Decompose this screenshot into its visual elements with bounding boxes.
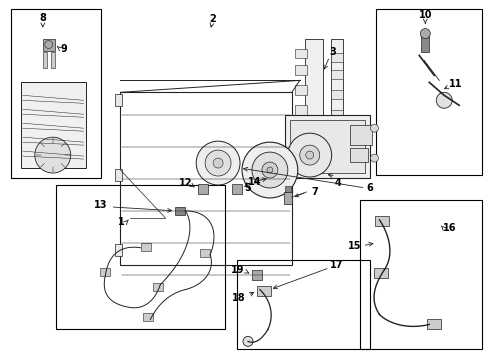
Text: 11: 11	[448, 79, 462, 89]
Bar	[198, 184, 208, 194]
Circle shape	[287, 133, 331, 177]
Bar	[285, 115, 369, 178]
Text: 4: 4	[334, 178, 340, 188]
Circle shape	[370, 154, 378, 162]
Bar	[51, 53, 55, 68]
Bar	[294, 85, 306, 95]
Text: 5: 5	[244, 183, 251, 193]
Bar	[375, 216, 388, 226]
Bar	[237, 260, 369, 349]
Text: 3: 3	[329, 48, 336, 58]
Bar	[42, 39, 55, 50]
Bar	[294, 66, 306, 75]
Bar	[294, 105, 306, 115]
Text: 14: 14	[247, 177, 261, 187]
Bar	[330, 110, 342, 119]
Bar	[175, 207, 185, 215]
Bar	[349, 125, 371, 145]
Circle shape	[305, 151, 313, 159]
Bar	[330, 90, 342, 99]
Text: 7: 7	[311, 187, 318, 197]
Text: 15: 15	[347, 241, 361, 251]
Bar	[330, 54, 342, 62]
Bar	[200, 249, 210, 257]
Text: 6: 6	[366, 183, 372, 193]
Bar	[294, 125, 306, 135]
Circle shape	[420, 28, 429, 39]
Text: 2: 2	[208, 14, 215, 24]
Bar	[21, 82, 85, 168]
Text: 8: 8	[39, 13, 46, 23]
Bar	[153, 283, 163, 291]
Bar	[421, 36, 428, 53]
Bar	[143, 314, 153, 321]
Circle shape	[196, 141, 240, 185]
Bar	[294, 49, 306, 58]
Circle shape	[242, 142, 297, 198]
Circle shape	[213, 158, 223, 168]
Bar	[304, 39, 322, 145]
Bar	[251, 270, 262, 280]
Circle shape	[299, 145, 319, 165]
Bar	[114, 244, 122, 256]
Circle shape	[205, 150, 230, 176]
Text: 17: 17	[329, 260, 343, 270]
Text: 13: 13	[94, 200, 107, 210]
Bar	[427, 319, 440, 329]
Bar	[330, 39, 342, 145]
Bar	[11, 9, 101, 178]
Circle shape	[262, 162, 277, 178]
Bar	[120, 92, 291, 265]
Bar	[283, 192, 291, 204]
Circle shape	[370, 124, 378, 132]
Bar	[232, 184, 242, 194]
Bar	[374, 268, 387, 278]
Circle shape	[243, 336, 252, 346]
Text: 1: 1	[118, 217, 124, 227]
Bar	[330, 71, 342, 80]
Circle shape	[35, 137, 71, 173]
Bar	[56, 185, 224, 329]
Bar	[330, 130, 342, 139]
Bar	[42, 53, 47, 68]
Bar	[256, 285, 270, 296]
Circle shape	[251, 152, 287, 188]
Bar	[285, 186, 290, 192]
Circle shape	[435, 92, 451, 108]
Text: 18: 18	[232, 293, 245, 302]
Bar	[114, 94, 122, 106]
Circle shape	[266, 167, 272, 173]
Bar	[349, 148, 367, 162]
Text: 12: 12	[178, 178, 192, 188]
Bar	[114, 169, 122, 181]
Bar	[359, 200, 481, 349]
Bar	[376, 9, 481, 175]
Text: 10: 10	[418, 10, 431, 20]
Text: 19: 19	[230, 265, 244, 275]
Bar	[289, 120, 364, 173]
Bar	[141, 243, 151, 251]
Text: 16: 16	[442, 223, 456, 233]
Text: 9: 9	[61, 44, 67, 54]
Bar	[100, 268, 109, 276]
